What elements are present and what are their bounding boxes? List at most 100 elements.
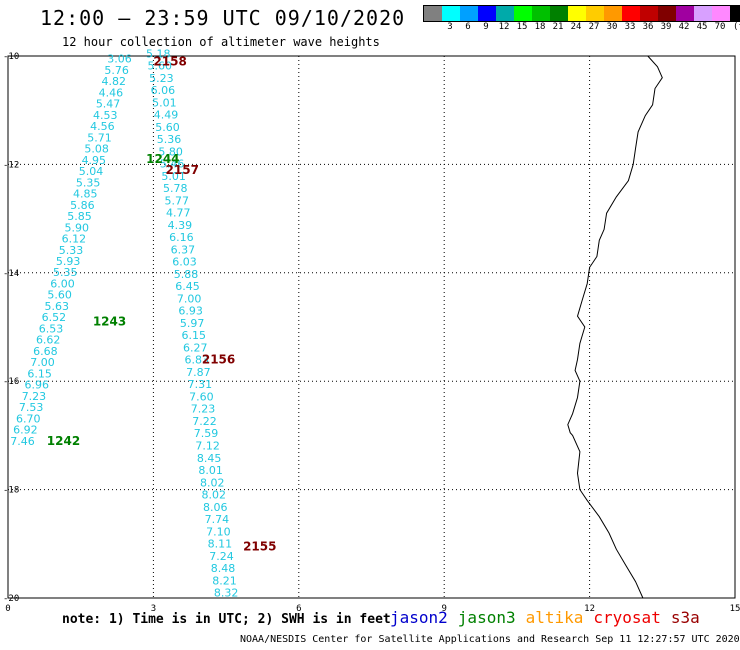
wave-height-value: 4.56 xyxy=(90,120,115,133)
wave-height-value: 4.46 xyxy=(99,86,124,99)
colorbar-swatch xyxy=(730,6,740,21)
colorbar-tick-label: 33 xyxy=(624,22,636,32)
wave-height-value: 3.06 xyxy=(107,53,132,66)
colorbar-swatch xyxy=(676,6,694,21)
wave-height-value: 8.02 xyxy=(202,489,227,502)
colorbar-tick-label: 12 xyxy=(498,22,510,32)
colorbar-tick-label: 30 xyxy=(606,22,618,32)
wave-height-value: 4.77 xyxy=(166,207,191,220)
wave-height-value: 5.23 xyxy=(149,72,174,85)
wave-height-value: 5.36 xyxy=(157,133,182,146)
wave-height-value: 5.80 xyxy=(158,145,183,158)
wave-height-value: 8.01 xyxy=(198,464,223,477)
wave-height-value: 6.83 xyxy=(185,354,210,367)
wave-height-value: 5.60 xyxy=(148,60,173,73)
colorbar-swatch xyxy=(532,6,550,21)
colorbar-tick-label: 24 xyxy=(570,22,582,32)
wave-height-value: 6.15 xyxy=(27,367,52,380)
wave-height-value: 5.47 xyxy=(96,98,121,111)
wave-height-value: 4.53 xyxy=(93,109,118,122)
wave-height-value: 4.49 xyxy=(154,109,179,122)
lat-tick-label: -10 xyxy=(3,52,19,62)
wave-height-value: 6.27 xyxy=(183,341,208,354)
colorbar-swatch xyxy=(478,6,496,21)
lon-tick-label: 6 xyxy=(296,604,301,614)
wave-height-value: 5.01 xyxy=(161,170,186,183)
wave-height-value: 7.87 xyxy=(186,366,211,379)
pass-id-label: 2156 xyxy=(202,353,235,367)
wave-height-colorbar xyxy=(423,5,740,22)
wave-height-value: 7.60 xyxy=(189,390,214,403)
wave-height-value: 7.23 xyxy=(191,403,216,416)
wave-height-value: 5.46 xyxy=(160,158,185,171)
colorbar-tick-label: 15 xyxy=(516,22,528,32)
wave-height-value: 5.88 xyxy=(174,268,199,281)
colorbar-swatch xyxy=(658,6,676,21)
wave-height-value: 8.32 xyxy=(214,587,239,600)
footnote: note: 1) Time is in UTC; 2) SWH is in fe… xyxy=(62,612,391,627)
wave-height-value: 6.96 xyxy=(25,379,50,392)
colorbar-tick-label: 39 xyxy=(660,22,672,32)
wave-height-value: 4.95 xyxy=(82,154,107,167)
wave-height-value: 6.00 xyxy=(50,277,75,290)
wave-height-value: 6.03 xyxy=(172,256,197,269)
pass-id-label: 1244 xyxy=(146,152,179,166)
wave-height-value: 5.08 xyxy=(84,143,109,156)
wave-height-value: 7.10 xyxy=(206,525,231,538)
wave-height-value: 8.02 xyxy=(200,476,225,489)
chart-title: 12:00 – 23:59 UTC 09/10/2020 xyxy=(40,6,406,30)
colorbar-swatch xyxy=(640,6,658,21)
wave-height-value: 7.22 xyxy=(192,415,217,428)
wave-height-value: 6.62 xyxy=(36,334,61,347)
colorbar-unit: (ft) xyxy=(733,22,740,32)
wave-height-value: 5.04 xyxy=(79,165,104,178)
wave-height-value: 4.82 xyxy=(102,75,127,88)
lon-tick-label: 9 xyxy=(441,604,446,614)
lat-tick-label: -12 xyxy=(3,160,19,170)
wave-height-value: 7.31 xyxy=(188,378,213,391)
colorbar-swatch xyxy=(694,6,712,21)
lon-tick-label: 3 xyxy=(151,604,156,614)
colorbar-swatch xyxy=(442,6,460,21)
wave-height-value: 7.00 xyxy=(30,356,55,369)
pass-id-label: 2157 xyxy=(166,163,199,177)
wave-height-value: 5.77 xyxy=(165,194,190,207)
wave-height-value: 6.45 xyxy=(175,280,200,293)
satellite-name-altika: altika xyxy=(525,608,584,627)
wave-height-value: 5.97 xyxy=(180,317,205,330)
wave-height-value: 7.46 xyxy=(10,435,35,448)
colorbar-swatch xyxy=(550,6,568,21)
credit-line: NOAA/NESDIS Center for Satellite Applica… xyxy=(240,634,740,645)
wave-height-value: 6.70 xyxy=(16,412,41,425)
wave-height-value: 7.59 xyxy=(194,427,219,440)
lat-tick-label: -20 xyxy=(3,594,19,604)
colorbar-tick-label: 27 xyxy=(588,22,600,32)
satellite-legend: jason2 jason3 altika cryosat s3a xyxy=(390,608,710,627)
coastline xyxy=(567,55,663,599)
satellite-name-jason2: jason2 xyxy=(390,608,448,627)
colorbar-tick-label: 18 xyxy=(534,22,546,32)
pass-id-label: 2155 xyxy=(243,540,276,554)
wave-height-value: 5.60 xyxy=(155,121,180,134)
wave-height-value: 6.16 xyxy=(169,231,194,244)
pass-id-label: 1243 xyxy=(93,315,126,329)
wave-height-value: 7.74 xyxy=(205,513,230,526)
lat-tick-label: -18 xyxy=(3,486,19,496)
wave-height-value: 4.85 xyxy=(73,188,98,201)
wave-height-value: 6.93 xyxy=(178,305,203,318)
colorbar-swatch xyxy=(604,6,622,21)
wave-height-value: 5.18 xyxy=(146,47,171,60)
wave-height-value: 8.48 xyxy=(211,562,236,575)
wave-height-value: 6.06 xyxy=(151,84,176,97)
colorbar-tick-label: 9 xyxy=(483,22,489,32)
wave-height-value: 6.15 xyxy=(181,329,206,342)
wave-height-value: 6.92 xyxy=(13,424,38,437)
wave-height-value: 7.12 xyxy=(195,440,220,453)
colorbar-swatch xyxy=(586,6,604,21)
wave-height-value: 8.06 xyxy=(203,501,228,514)
wave-height-value: 5.01 xyxy=(152,96,177,109)
wave-height-value: 7.00 xyxy=(177,292,202,305)
wave-height-value: 4.39 xyxy=(168,219,193,232)
lat-tick-label: -16 xyxy=(3,377,19,387)
wave-height-value: 8.45 xyxy=(197,452,222,465)
